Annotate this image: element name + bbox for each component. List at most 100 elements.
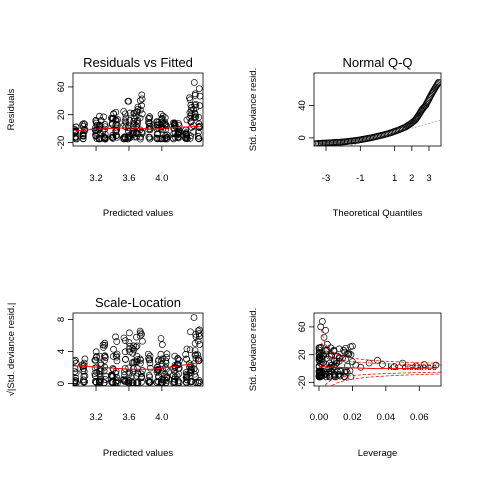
- data-point: [190, 79, 198, 86]
- data-point: [339, 354, 346, 362]
- data-point: [187, 378, 194, 386]
- data-point: [145, 115, 152, 123]
- data-point: [101, 357, 108, 364]
- data-point: [125, 345, 133, 353]
- x-tick-label: 3: [426, 173, 431, 184]
- data-point: [99, 127, 107, 135]
- data-point: [320, 333, 328, 341]
- data-point: [73, 374, 80, 382]
- data-point: [192, 378, 199, 386]
- data-point: [347, 343, 354, 351]
- data-point: [183, 376, 191, 384]
- data-point: [146, 359, 154, 367]
- data-point: [73, 133, 80, 141]
- data-point: [121, 377, 128, 385]
- data-point: [99, 341, 107, 349]
- data-point: [113, 357, 121, 365]
- data-point: [175, 364, 183, 372]
- data-point: [162, 359, 170, 367]
- data-point: [159, 341, 166, 348]
- data-point: [97, 117, 105, 124]
- data-point: [319, 317, 326, 325]
- data-point: [145, 354, 152, 362]
- data-point: [137, 329, 145, 337]
- data-point: [137, 106, 144, 114]
- data-point: [73, 356, 79, 364]
- data-point: [120, 107, 128, 115]
- data-point: [136, 332, 144, 340]
- data-point: [91, 364, 99, 372]
- data-point: [187, 112, 195, 120]
- data-point: [132, 112, 140, 120]
- data-point: [112, 378, 119, 386]
- chart-title: Scale-Location: [95, 295, 181, 310]
- data-point: [163, 122, 170, 130]
- data-point: [145, 133, 153, 141]
- data-point: [108, 371, 115, 379]
- data-point: [162, 357, 170, 365]
- plot-frame: [313, 72, 442, 147]
- data-point: [125, 339, 133, 346]
- cooks-distance-contour: [330, 373, 441, 386]
- data-point: [145, 119, 152, 126]
- data-point: [137, 356, 145, 364]
- panel-4: 0.00 0.02 0.04 0.06 -20 20 60 Leverage Std. devi…: [248, 308, 442, 459]
- plot-frame: [313, 312, 442, 387]
- data-point: [157, 335, 165, 342]
- x-tick-label: 0.02: [343, 412, 362, 423]
- y-axis-label: √|Std. deviance resid.|: [6, 303, 17, 397]
- data-point: [162, 120, 169, 128]
- data-point: [186, 346, 194, 354]
- data-point: [100, 344, 107, 351]
- data-point: [196, 122, 203, 130]
- data-point: [319, 351, 327, 359]
- data-point: [344, 349, 351, 357]
- data-point: [190, 365, 198, 373]
- data-point: [79, 121, 86, 128]
- data-point: [113, 120, 121, 128]
- plot-area: [73, 79, 203, 143]
- y-tick-label: 4: [56, 349, 67, 354]
- data-point: [124, 135, 132, 143]
- x-tick-label: -3: [322, 173, 330, 184]
- data-point: [91, 370, 99, 377]
- data-point: [317, 343, 325, 351]
- data-point: [73, 369, 80, 377]
- data-point: [138, 129, 146, 137]
- data-point: [138, 110, 146, 118]
- data-point: [138, 129, 146, 136]
- data-point: [175, 133, 182, 141]
- data-point: [194, 357, 202, 365]
- x-tick-label: 4.0: [155, 412, 168, 423]
- data-point: [113, 338, 121, 345]
- y-tick-label: 60: [56, 82, 67, 93]
- cooks-distance-label: k's distance: [388, 362, 437, 373]
- data-point: [80, 367, 88, 375]
- data-point: [138, 378, 145, 386]
- data-point: [154, 364, 162, 371]
- data-point: [93, 354, 100, 361]
- data-point: [326, 359, 333, 367]
- y-tick-label: 8: [56, 317, 67, 322]
- data-point: [73, 129, 80, 137]
- data-point: [182, 350, 189, 358]
- x-tick-label: 3.2: [89, 412, 102, 423]
- data-point: [73, 365, 79, 372]
- data-point: [170, 119, 177, 127]
- data-point: [146, 364, 154, 372]
- data-point: [138, 330, 145, 338]
- data-point: [125, 379, 133, 386]
- data-point: [137, 359, 144, 367]
- data-point: [112, 108, 120, 116]
- x-tick-label: 3.6: [122, 412, 135, 423]
- data-point: [113, 133, 121, 141]
- data-point: [101, 379, 108, 386]
- data-point: [195, 113, 203, 121]
- panel-1: Residuals vs Fitted 3.2 3.6 4.0 -20 20 60 Predi…: [6, 55, 204, 219]
- data-point: [73, 358, 78, 365]
- y-tick-label: -20: [297, 376, 308, 390]
- data-point: [134, 379, 142, 386]
- data-point: [326, 372, 333, 380]
- data-point: [186, 134, 194, 142]
- data-point: [186, 94, 193, 102]
